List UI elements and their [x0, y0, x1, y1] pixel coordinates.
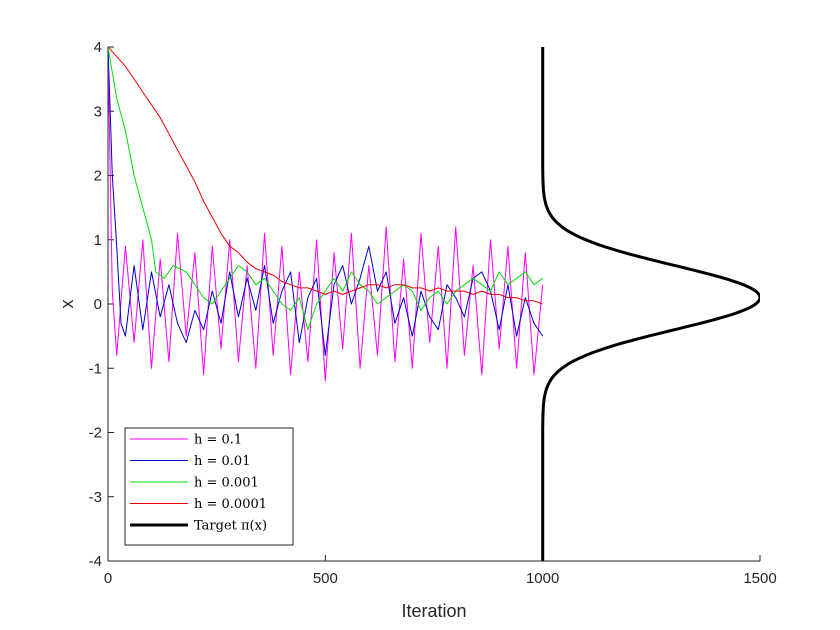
series-line-target-density	[541, 47, 760, 561]
y-tick-label: 1	[94, 232, 102, 249]
y-tick-label: -2	[89, 425, 102, 442]
y-tick-label: 0	[94, 296, 102, 313]
x-axis-title: Iteration	[401, 601, 466, 621]
series-line-h-0-0001	[108, 47, 543, 305]
series-line-h-0-1	[108, 47, 544, 382]
y-axis-title: x	[57, 300, 77, 309]
y-tick-label: 4	[94, 39, 102, 56]
y-tick-label: -4	[89, 553, 102, 570]
x-tick-label: 1500	[743, 570, 776, 587]
series-line-h-0-001	[108, 47, 543, 331]
legend-label-h-0-0001: h = 0.0001	[194, 497, 267, 512]
x-tick-label: 1000	[526, 570, 559, 587]
axes: -4 -3 -2 -1 0 1 2 3 4 0 500 1000 1500 Iteration x	[57, 39, 777, 621]
y-tick-label: -1	[89, 360, 102, 377]
legend-label-target-x: Target π(x)	[194, 519, 267, 534]
series-group	[108, 47, 760, 561]
legend-label-h-0-01: h = 0.01	[194, 454, 250, 469]
series-line-h-0-01	[108, 47, 544, 356]
y-tick-label: -3	[89, 489, 102, 506]
plot-area	[108, 47, 760, 561]
legend-label-h-0-001: h = 0.001	[194, 476, 259, 491]
y-tick-label: 2	[94, 168, 102, 185]
y-tick-label: 3	[94, 103, 102, 120]
legend: h = 0.1 h = 0.01 h = 0.001 h = 0.0001 Target…	[124, 427, 294, 546]
x-tick-label: 0	[104, 570, 112, 587]
legend-label-h-0-1: h = 0.1	[194, 433, 242, 448]
x-tick-label: 500	[313, 570, 338, 587]
